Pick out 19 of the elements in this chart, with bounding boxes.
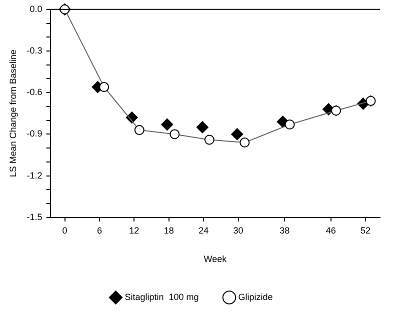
y-tick-label: -1.5 [26,212,42,222]
x-tick-label: 52 [360,225,371,236]
x-tick-label: 12 [129,225,140,236]
y-tick-label: -0.3 [26,45,42,56]
x-tick-label: 24 [198,225,209,236]
x-tick-label: 18 [164,225,174,236]
y-axis-title: LS Mean Change from Baseline [8,50,18,178]
legend-label: Glipizide [238,292,273,302]
legend-label: Sitagliptin 100 mg [124,292,199,302]
x-tick-label: 6 [96,225,102,236]
x-axis-title: Week [204,254,228,264]
y-tick-label: -1.2 [26,170,42,180]
x-tick-label: 38 [280,225,290,236]
y-tick-label: 0.0 [30,4,42,14]
x-tick-label: 46 [326,225,336,236]
y-tick-label: -0.9 [26,128,42,139]
x-tick-label: 0 [62,225,68,236]
y-tick-label: -0.6 [26,87,42,98]
x-tick-label: 30 [233,225,244,236]
